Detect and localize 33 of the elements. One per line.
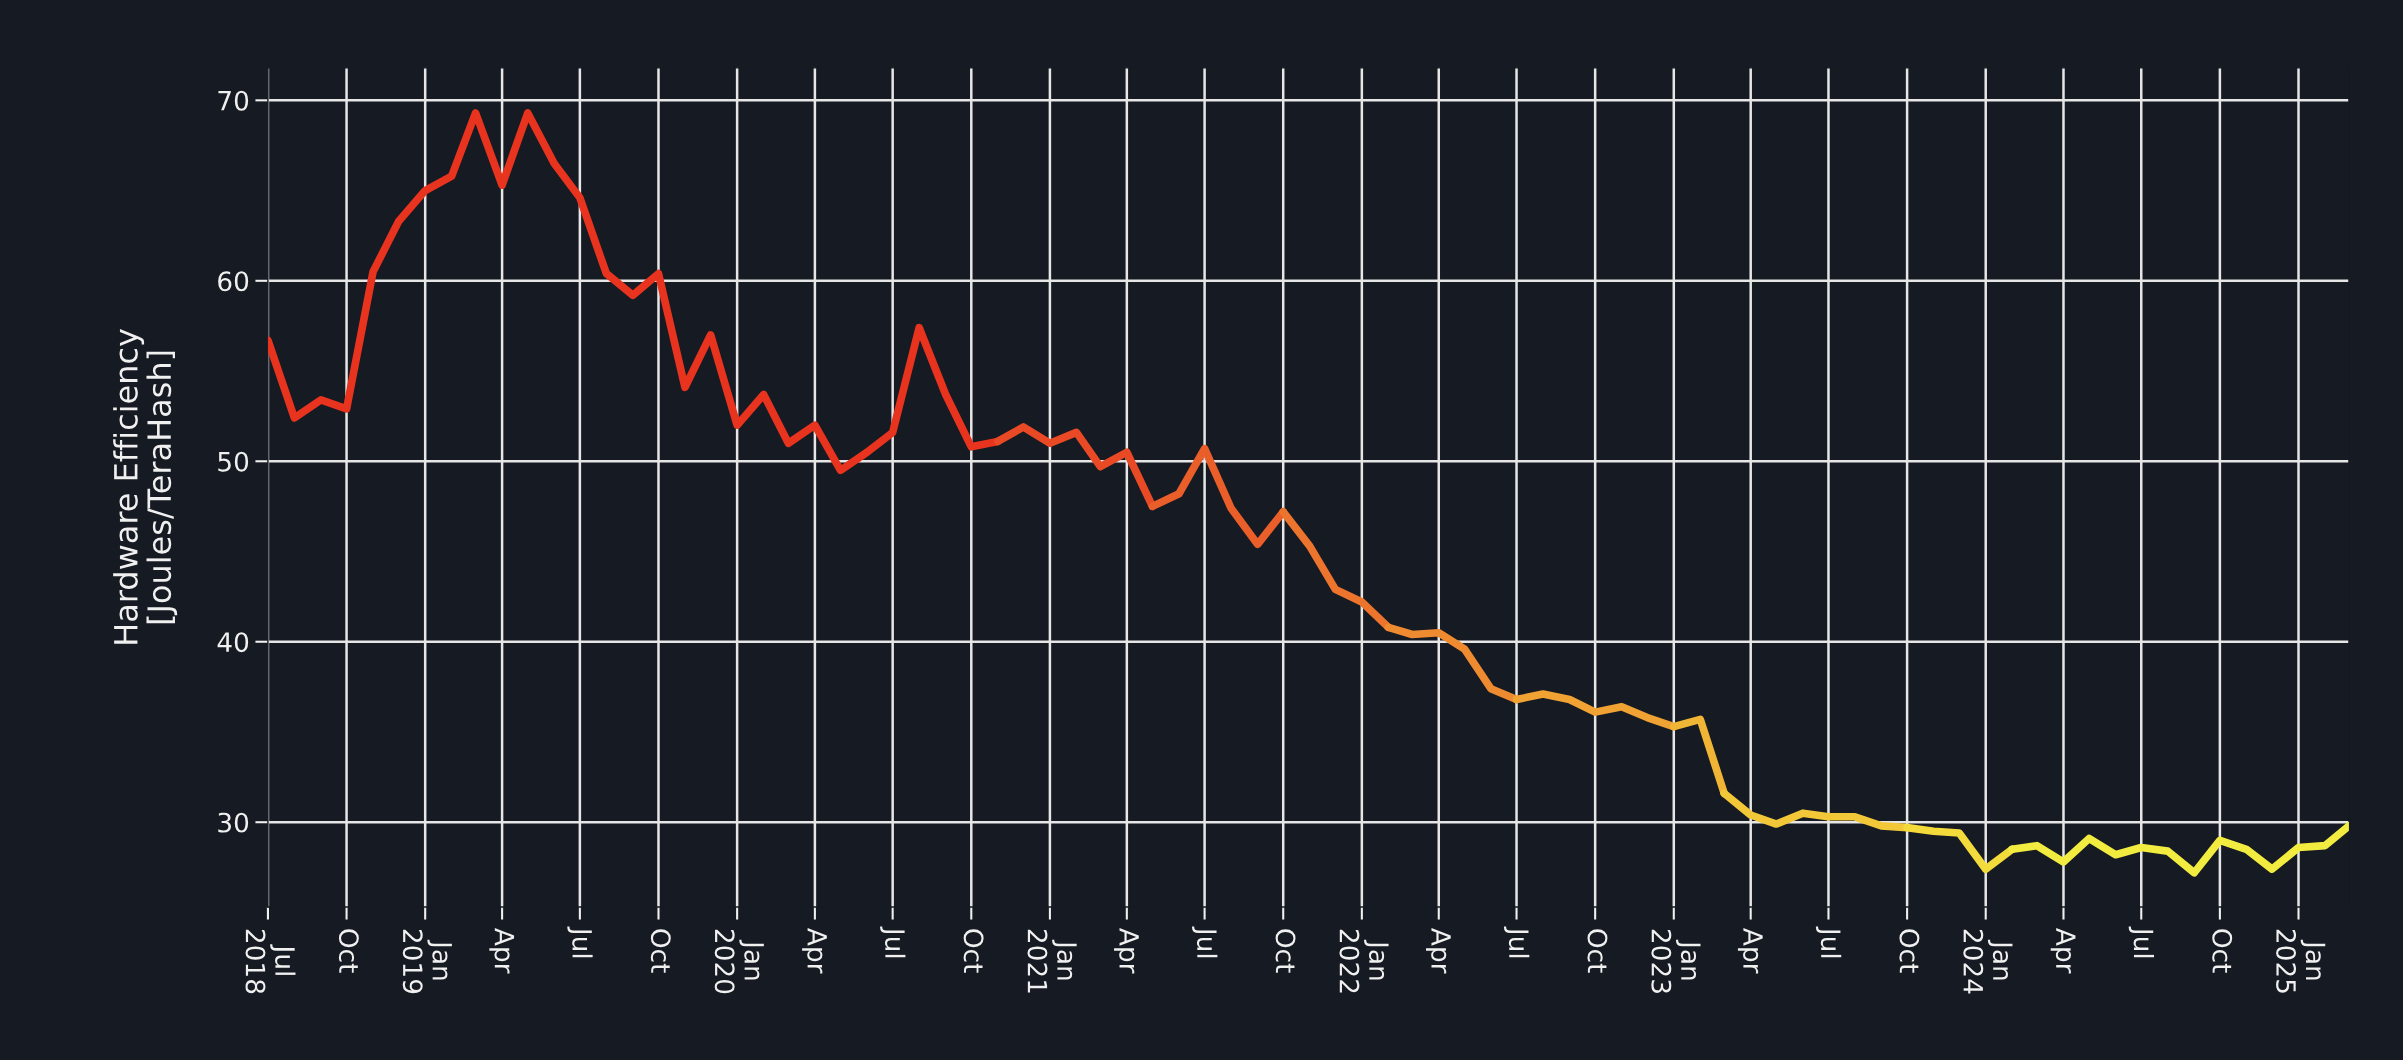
x-tick-label: Jul: [880, 926, 906, 958]
y-tick-label: 70: [218, 90, 249, 111]
x-tick-label: Jul: [2128, 926, 2155, 958]
x-tick-label: Jan 2022: [1339, 929, 1389, 993]
x-tick-label: Apr: [2050, 928, 2076, 974]
x-tick-label: Oct: [1899, 929, 1920, 973]
x-tick-label: Jan 2025: [2276, 929, 2326, 993]
x-tick-label: Apr: [1114, 928, 1139, 974]
x-tick-label: Jan 2021: [1027, 929, 1077, 993]
x-tick-label: Oct: [650, 929, 671, 973]
x-tick-label: Jul: [1192, 926, 1218, 958]
x-tick-label: Oct: [1587, 929, 1608, 973]
y-tick-label: 60: [218, 271, 249, 292]
x-tick-label: Jan 2023: [1651, 929, 1701, 993]
y-tick-label: 40: [217, 632, 249, 653]
y-axis-title: Hardware Efficiency [Joules/TeraHash]: [113, 329, 178, 644]
x-tick-label: Jul: [1503, 926, 1530, 958]
x-tick-label: Oct: [963, 929, 984, 973]
x-tick-label: Jul: [1815, 926, 1842, 958]
x-tick-label: Apr: [1737, 928, 1763, 974]
y-tick-label: 50: [218, 451, 249, 472]
x-tick-label: Oct: [2212, 929, 2233, 973]
x-tick-label: Apr: [1425, 928, 1451, 974]
x-tick-label: Oct: [1275, 929, 1296, 973]
x-tick-label: Apr: [802, 928, 827, 974]
x-tick-label: Apr: [489, 928, 515, 974]
x-tick-label: Oct: [338, 929, 359, 973]
x-tick-label: Jan 2019: [402, 929, 452, 994]
x-tick-label: Jan 2020: [714, 929, 764, 994]
x-tick-label: Jul: [567, 926, 593, 958]
x-tick-label: Jul 2018: [245, 929, 296, 994]
y-tick-label: 30: [218, 812, 249, 833]
x-tick-label: Jan 2024: [1963, 929, 2013, 994]
